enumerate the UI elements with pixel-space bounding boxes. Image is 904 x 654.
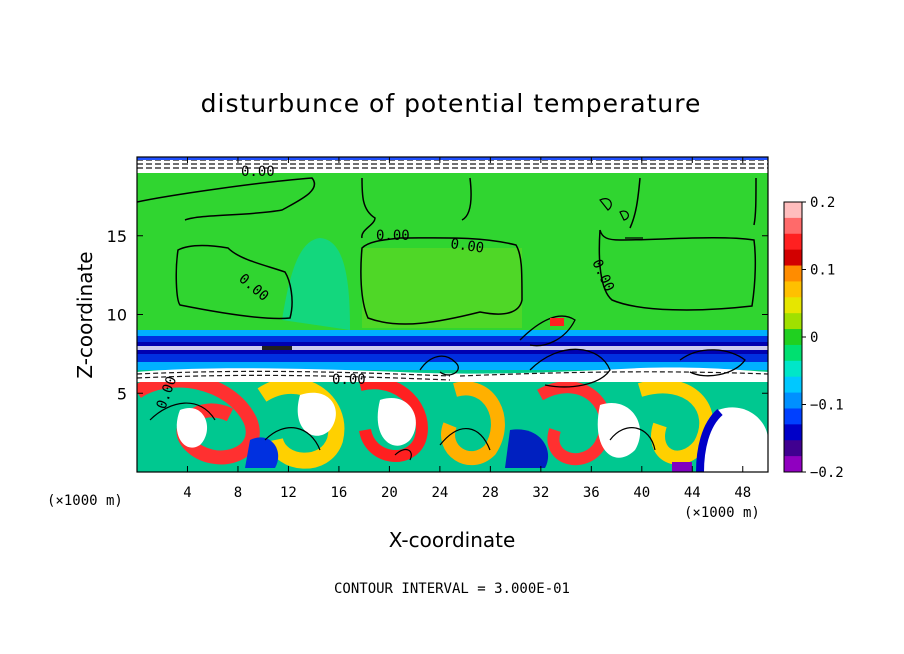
contour-label: 0.00 (332, 372, 366, 388)
dark-streak (262, 346, 292, 350)
colorbar-tick-label: −0.1 (810, 398, 844, 414)
contour-label: 0.00 (376, 228, 410, 244)
blue-eddy-1 (245, 437, 279, 468)
colorbar-segment (784, 233, 802, 251)
x-axis: 4 8 12 16 20 24 28 32 36 40 44 48 (183, 157, 751, 501)
contour-label: 0.00 (241, 164, 275, 180)
colorbar-tick-label: −0.2 (810, 465, 844, 481)
y-tick-label: 5 (117, 384, 127, 403)
x-tick-label: 36 (583, 485, 600, 501)
top-boundary-band (137, 157, 768, 173)
colorbar-segment (784, 456, 802, 473)
white-eddy-4 (176, 408, 208, 448)
colorbar (783, 201, 803, 473)
x-tick-label: 12 (280, 485, 297, 501)
x-tick-label: 48 (734, 485, 751, 501)
zero-contour-upper-left (137, 177, 316, 221)
colorbar-segment (784, 424, 802, 441)
contour-label: 0.00 (449, 236, 485, 257)
zero-contour-right-box (598, 229, 757, 311)
colorbar-tick-label: 0 (810, 330, 818, 346)
cold-core-rim (696, 408, 723, 472)
colorbar-segment (784, 217, 802, 235)
white-eddy-2 (377, 398, 416, 446)
x-tick-label: 32 (532, 485, 549, 501)
y-axis: 5 10 15 (107, 227, 768, 403)
colorbar-ticks: 0.2 0.1 0 −0.1 −0.2 (802, 195, 844, 481)
colorbar-segment (784, 249, 802, 267)
purple-spot (672, 462, 692, 472)
x-axis-label: X-coordinate (389, 528, 516, 552)
zero-contour-center-box (360, 237, 523, 325)
colorbar-segment (784, 408, 802, 425)
x-tick-label: 28 (482, 485, 499, 501)
colorbar-segment (784, 344, 802, 362)
lower-contours (149, 402, 656, 461)
x-tick-label: 20 (381, 485, 398, 501)
cold-core (700, 407, 768, 472)
turbulent-contours (419, 315, 746, 388)
colorbar-segment (784, 440, 802, 457)
turbulent-swirl-3 (358, 377, 428, 462)
turbulent-swirl-5 (537, 381, 612, 466)
colorbar-segment (784, 329, 802, 346)
colorbar-segment (784, 297, 802, 314)
x-unit-label-left: (×1000 m) (47, 493, 123, 509)
top-boundary-color (137, 157, 768, 160)
x-tick-label: 24 (431, 485, 448, 501)
x-tick-label: 16 (330, 485, 347, 501)
colorbar-segment (784, 202, 802, 219)
contour-interval-note: CONTOUR INTERVAL = 3.000E-01 (334, 581, 570, 597)
white-eddy-1 (297, 392, 336, 436)
y-tick-label: 10 (107, 306, 127, 325)
cold-band-stripe (137, 346, 768, 350)
upper-right-specks (599, 198, 643, 239)
x-unit-label-right: (×1000 m) (684, 505, 760, 521)
cool-plume (282, 238, 350, 330)
blue-eddy-2 (505, 429, 549, 468)
red-speck (550, 318, 564, 326)
colorbar-segment (784, 360, 802, 378)
x-tick-label: 8 (234, 485, 242, 501)
colorbar-segment (784, 376, 802, 394)
y-tick-label: 15 (107, 227, 127, 246)
colorbar-segment (784, 281, 802, 298)
warm-patch (362, 248, 522, 328)
zero-contour-right-top (629, 177, 757, 229)
white-eddy-3 (597, 403, 641, 458)
x-tick-label: 40 (633, 485, 650, 501)
zero-contour-left-box (175, 244, 293, 320)
colorbar-segment (784, 313, 802, 330)
colorbar-tick-label: 0.2 (810, 195, 835, 211)
x-tick-label: 44 (684, 485, 701, 501)
colorbar-tick-label: 0.1 (810, 263, 835, 279)
plot-area (137, 157, 768, 472)
chart-title: disturbunce of potential temperature (201, 89, 702, 118)
turbulent-swirl-2 (257, 377, 345, 469)
y-axis-label: Z-coordinate (73, 251, 97, 378)
colorbar-segment (784, 265, 802, 282)
zero-contour-center-top (361, 177, 472, 239)
colorbar-segment (784, 392, 802, 409)
x-tick-label: 4 (183, 485, 191, 501)
